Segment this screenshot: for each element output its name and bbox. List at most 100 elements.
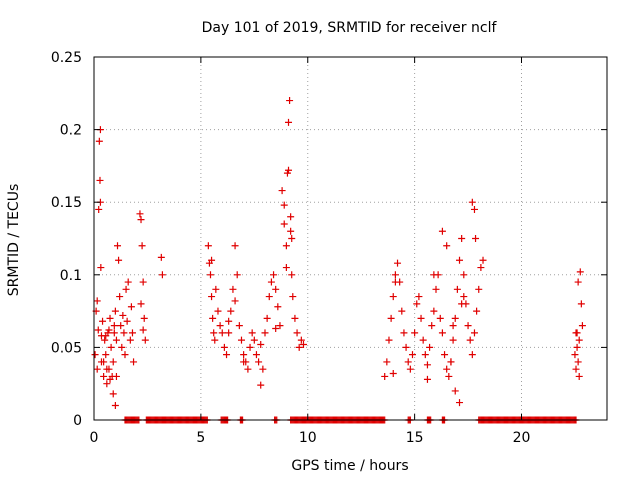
data-point	[112, 372, 120, 380]
data-point	[280, 201, 288, 209]
data-point	[458, 235, 466, 242]
data-point	[466, 336, 474, 344]
data-point	[94, 326, 102, 334]
data-point	[244, 365, 252, 373]
data-point	[575, 336, 583, 344]
data-point	[578, 322, 586, 330]
data-point	[100, 358, 108, 366]
data-point	[214, 307, 222, 315]
data-point	[237, 336, 245, 344]
data-point	[278, 187, 286, 195]
data-point	[105, 326, 113, 334]
data-point	[107, 343, 115, 351]
data-point	[210, 329, 218, 337]
data-point	[453, 285, 461, 293]
data-point	[295, 343, 303, 351]
y-tick-label: 0.15	[51, 195, 82, 211]
data-point	[118, 343, 126, 351]
x-tick-label: 20	[513, 430, 531, 446]
data-point	[571, 351, 579, 359]
data-point	[227, 307, 235, 315]
data-point	[115, 256, 123, 264]
data-point	[250, 336, 258, 344]
x-axis-label: GPS time / hours	[291, 458, 408, 474]
data-point	[280, 220, 288, 228]
data-point	[404, 358, 412, 366]
data-point	[99, 317, 107, 325]
data-point	[449, 336, 457, 344]
data-point	[438, 227, 446, 235]
data-point	[299, 340, 307, 348]
data-point	[287, 213, 295, 221]
grid	[94, 57, 607, 420]
data-point	[123, 317, 131, 325]
data-point	[447, 358, 455, 366]
data-point	[103, 380, 111, 388]
data-point	[106, 375, 114, 383]
data-point	[575, 372, 583, 380]
data-point	[441, 351, 449, 359]
data-point	[112, 336, 120, 344]
data-point	[276, 322, 284, 330]
data-point	[93, 365, 101, 373]
data-point	[225, 329, 233, 337]
data-point	[423, 361, 431, 369]
data-point	[96, 176, 104, 184]
data-point	[137, 216, 145, 224]
data-point	[285, 166, 293, 174]
data-point	[477, 264, 485, 272]
y-axis-label: SRMTID / TECUs	[6, 184, 22, 297]
data-point	[109, 390, 117, 398]
data-point	[100, 372, 108, 380]
data-point	[220, 343, 228, 351]
data-point	[102, 351, 110, 359]
data-point	[473, 307, 481, 315]
data-point	[398, 307, 406, 315]
data-point	[470, 329, 478, 337]
data-point	[400, 329, 408, 337]
data-point	[287, 227, 295, 235]
data-point	[293, 329, 301, 337]
data-point	[110, 322, 118, 330]
plot-frame	[93, 56, 608, 421]
data-point	[428, 322, 436, 330]
data-points	[91, 97, 586, 409]
data-point	[464, 322, 472, 330]
data-point	[140, 314, 148, 322]
data-point	[223, 351, 231, 359]
data-point	[436, 314, 444, 322]
x-tick-label: 5	[196, 430, 205, 446]
data-point	[458, 300, 466, 308]
x-tick-label: 10	[299, 430, 317, 446]
data-point	[128, 329, 136, 337]
data-point	[449, 322, 457, 330]
data-point	[235, 322, 243, 330]
data-point	[288, 271, 296, 279]
data-point	[423, 375, 431, 383]
data-point	[286, 97, 294, 105]
data-point	[272, 285, 280, 293]
data-point	[240, 358, 248, 366]
data-point	[204, 242, 212, 250]
data-point	[267, 278, 275, 286]
data-point	[95, 137, 103, 145]
data-point	[114, 242, 122, 250]
data-point	[122, 285, 130, 293]
data-point	[231, 242, 239, 250]
data-point	[272, 325, 280, 333]
data-point	[383, 358, 391, 366]
data-point	[285, 118, 293, 126]
data-point	[246, 343, 254, 351]
data-point	[389, 370, 397, 378]
data-point	[445, 372, 453, 380]
data-point	[576, 268, 584, 276]
data-point	[408, 351, 416, 359]
data-point	[472, 235, 480, 242]
data-point	[288, 235, 296, 242]
data-point	[252, 351, 260, 359]
data-point	[574, 278, 582, 286]
axis-ticks: 0 0.05 0.1 0.15 0.2 0.25 0 5 10 15 20	[51, 50, 607, 446]
data-point	[413, 300, 421, 308]
data-point	[212, 285, 220, 293]
